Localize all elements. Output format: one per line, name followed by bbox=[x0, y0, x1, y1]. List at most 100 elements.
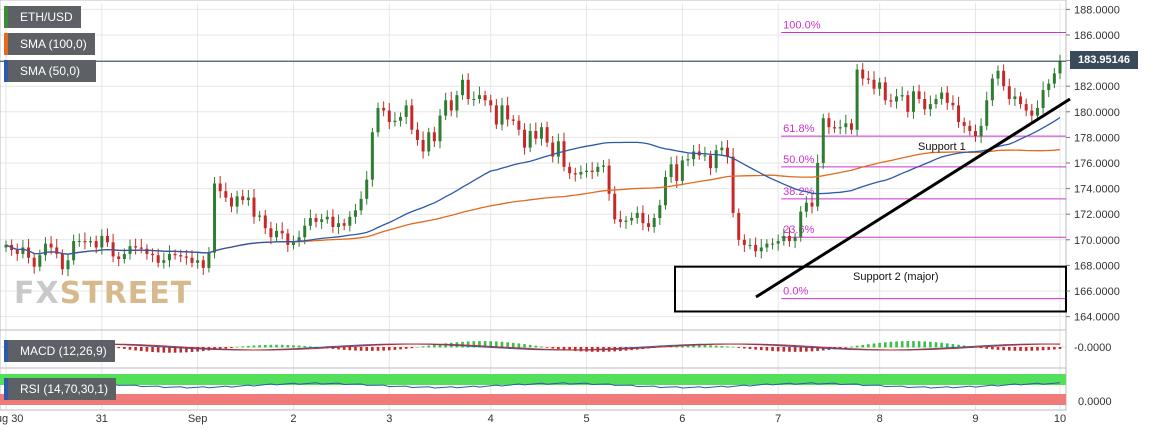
candle-body bbox=[551, 142, 555, 157]
macd-bar bbox=[562, 347, 566, 350]
candle-body bbox=[382, 107, 386, 111]
candle-body bbox=[855, 69, 859, 130]
candle-body bbox=[94, 241, 98, 248]
x-tick-label: 7 bbox=[775, 413, 781, 425]
candle-body bbox=[872, 79, 876, 89]
candle-body bbox=[725, 147, 729, 157]
last-price-tag: 183.95146 bbox=[1070, 51, 1138, 69]
candle-body bbox=[1035, 107, 1039, 116]
candle-body bbox=[38, 255, 42, 267]
x-tick-label: 6 bbox=[679, 413, 685, 425]
macd-bar bbox=[1030, 347, 1034, 351]
candle-body bbox=[500, 105, 504, 125]
candle-body bbox=[32, 257, 36, 267]
candle-body bbox=[1024, 104, 1028, 111]
sma100-label[interactable]: SMA (100,0) bbox=[4, 33, 95, 55]
macd-bar bbox=[134, 347, 137, 351]
symbol-label[interactable]: ETH/USD bbox=[4, 6, 81, 28]
candle-body bbox=[139, 247, 143, 249]
macd-bar bbox=[1019, 347, 1022, 351]
macd-bar bbox=[568, 347, 571, 351]
support-trendline bbox=[755, 97, 1071, 299]
macd-bar bbox=[714, 345, 718, 348]
macd-bar bbox=[410, 347, 414, 349]
macd-bar bbox=[557, 347, 560, 350]
macd-bar bbox=[416, 346, 419, 348]
candle-body bbox=[1052, 73, 1056, 84]
candle-body bbox=[308, 218, 312, 226]
fibonacci-levels: 100.0% 61.8% 50.0% 38.2% 23.6% 0.0% bbox=[781, 19, 1066, 300]
candle-body bbox=[27, 247, 31, 258]
macd-bar bbox=[534, 345, 538, 348]
candle-body bbox=[184, 256, 188, 258]
candle-body bbox=[43, 243, 47, 256]
candle-body bbox=[742, 239, 746, 245]
candle-body bbox=[844, 123, 848, 128]
candle-body bbox=[1007, 86, 1011, 99]
candle-body bbox=[990, 78, 994, 101]
macd-bar bbox=[895, 341, 898, 348]
candle-body bbox=[917, 91, 921, 99]
plot-frame bbox=[0, 0, 1067, 411]
y-tick-label: 164.0000 bbox=[1074, 312, 1120, 324]
macd-bar bbox=[872, 343, 876, 348]
candle-body bbox=[562, 141, 566, 167]
macd-bar bbox=[934, 342, 938, 348]
candle-body bbox=[432, 132, 436, 142]
candle-body bbox=[523, 129, 527, 148]
macd-label[interactable]: MACD (12,26,9) bbox=[4, 340, 115, 362]
candle-body bbox=[179, 255, 183, 257]
macd-bar bbox=[573, 347, 577, 351]
candle-body bbox=[720, 147, 724, 151]
macd-bar bbox=[940, 342, 943, 348]
macd-bar bbox=[444, 343, 447, 348]
candle-body bbox=[590, 170, 594, 172]
candle-body bbox=[66, 260, 70, 270]
candle-body bbox=[827, 118, 831, 128]
candle-body bbox=[60, 253, 64, 270]
candle-body bbox=[477, 95, 481, 99]
y-tick-label: 166.0000 bbox=[1074, 286, 1120, 298]
candle-body bbox=[539, 127, 543, 139]
macd-bar bbox=[145, 347, 149, 352]
candle-body bbox=[833, 127, 837, 129]
candle-body bbox=[556, 141, 560, 157]
x-tick-label: 4 bbox=[488, 413, 494, 425]
candle-body bbox=[353, 210, 357, 217]
candle-body bbox=[455, 95, 459, 111]
candle-body bbox=[1058, 61, 1062, 74]
candle-body bbox=[325, 216, 329, 220]
macd-bar bbox=[478, 341, 481, 348]
candle-body bbox=[331, 216, 335, 227]
macd-bar bbox=[286, 344, 290, 348]
candle-body bbox=[968, 125, 972, 131]
fib-label: 0.0% bbox=[783, 286, 808, 298]
candle-body bbox=[545, 127, 549, 143]
candle-body bbox=[207, 252, 211, 268]
candle-body bbox=[201, 260, 205, 268]
macd-bar bbox=[489, 341, 493, 348]
x-tick-label: Aug 30 bbox=[0, 413, 23, 425]
candle-body bbox=[889, 100, 893, 102]
indicator-panes bbox=[0, 329, 1066, 405]
sma50-label[interactable]: SMA (50,0) bbox=[4, 60, 96, 82]
candle-body bbox=[190, 257, 194, 263]
macd-bar bbox=[1002, 347, 1005, 351]
macd-bar bbox=[951, 344, 955, 348]
candle-body bbox=[291, 241, 295, 245]
candle-body bbox=[793, 237, 797, 242]
macd-bar bbox=[765, 347, 769, 351]
candle-body bbox=[337, 223, 341, 227]
candle-body bbox=[534, 131, 538, 139]
candle-body bbox=[4, 244, 8, 248]
macd-bar bbox=[805, 347, 808, 352]
candle-body bbox=[601, 165, 605, 167]
rsi-line bbox=[5, 382, 1061, 389]
macd-bar bbox=[495, 341, 498, 348]
y-tick-label: 182.0000 bbox=[1074, 81, 1120, 93]
candle-body bbox=[703, 155, 707, 157]
macd-bar bbox=[173, 347, 177, 353]
macd-bar bbox=[816, 347, 819, 351]
rsi-label[interactable]: RSI (14,70,30,1) bbox=[4, 378, 117, 400]
